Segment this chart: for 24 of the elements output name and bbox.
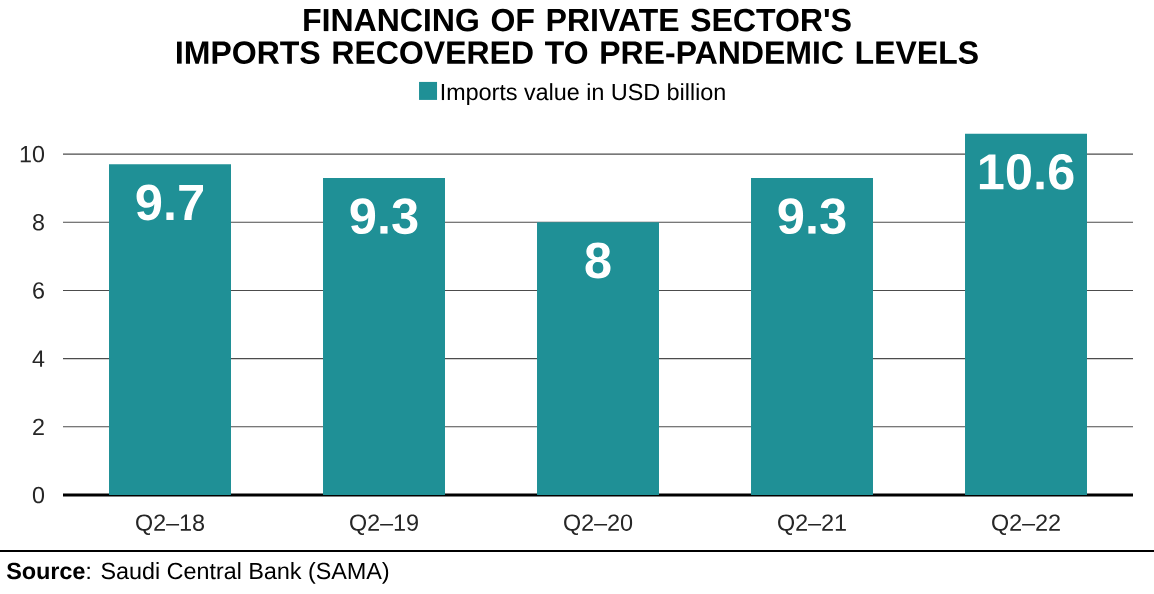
y-tick-label: 10 <box>20 145 45 163</box>
x-tick-label: Q2–20 <box>564 514 633 536</box>
bar <box>537 222 659 495</box>
y-tick-label: 0 <box>32 486 45 504</box>
y-tick-label: 4 <box>32 350 45 367</box>
x-tick-label: Q2–18 <box>136 514 205 536</box>
y-tick-label: 8 <box>32 214 44 231</box>
data-label: 9.7 <box>136 184 203 221</box>
data-label: 9.3 <box>350 198 418 235</box>
bar <box>323 177 445 495</box>
x-tick-label: Q2–21 <box>778 514 846 536</box>
bar <box>109 164 231 495</box>
chart-title: FINANCING OF PRIVATE SECTOR'S IMPORTS RECOVERED TO PRE-PANDEMIC LEVELS <box>177 8 978 64</box>
data-label: 8 <box>585 242 611 279</box>
y-tick-label: 6 <box>33 282 44 299</box>
bar <box>751 177 873 495</box>
y-tick-label: 2 <box>33 418 44 435</box>
data-label: 10.6 <box>979 153 1074 190</box>
x-tick-label: Q2–22 <box>992 514 1060 536</box>
text: Source: Saudi Central Bank (SAMA) <box>6 562 389 584</box>
x-tick-label: Q2–19 <box>350 514 418 536</box>
data-label: 9.3 <box>778 198 846 235</box>
bar <box>965 133 1087 495</box>
legend-label: Imports value in USD billion <box>441 83 725 105</box>
